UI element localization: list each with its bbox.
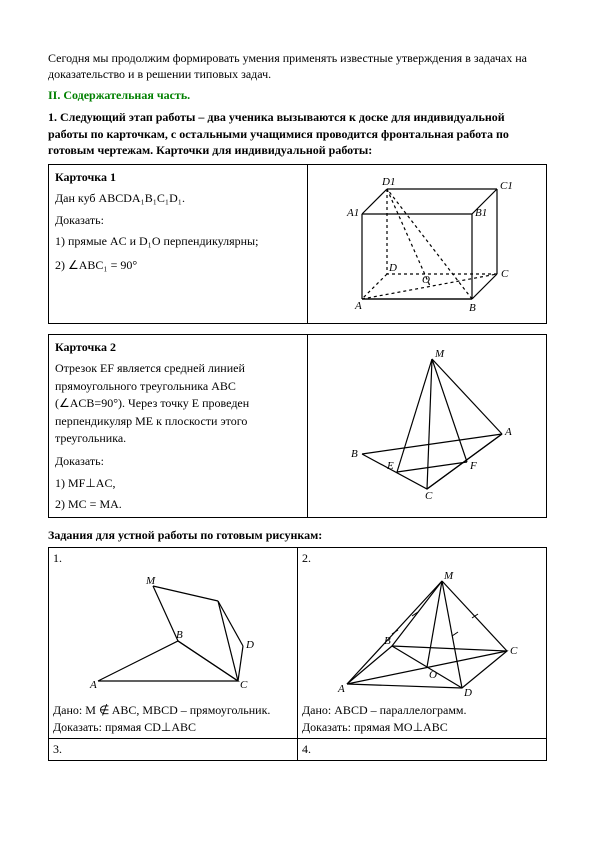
section-heading: II. Содержательная часть. <box>48 88 547 103</box>
label-C1: C1 <box>500 180 513 192</box>
t2-B: B <box>384 635 391 647</box>
card1-text: Карточка 1 Дан куб ABCDA₁B₁C₁D₁. Доказат… <box>49 164 308 323</box>
card2-title: Карточка 2 <box>55 339 301 356</box>
t2-A: A <box>337 683 345 695</box>
t2-O: O <box>429 669 437 681</box>
card-2: Карточка 2 Отрезок EF является средней л… <box>48 334 547 519</box>
t2-D: D <box>463 687 472 699</box>
t1-M: M <box>145 575 156 587</box>
task3-cell: 3. <box>49 739 298 761</box>
task1-prove: Доказать: прямая CD⊥ABC <box>53 720 293 735</box>
t2-C: C <box>510 645 518 657</box>
label-A1: A1 <box>346 207 359 219</box>
label-C: C <box>425 490 433 499</box>
label-D1: D1 <box>381 176 395 188</box>
t1-C: C <box>240 679 248 691</box>
tasks-grid: 1. A <box>48 547 547 761</box>
card1-item2: 2) ∠ABC₁ = 90° <box>55 257 301 274</box>
task1-num: 1. <box>53 551 293 566</box>
card1-given: Дан куб ABCDA₁B₁C₁D₁. <box>55 190 301 207</box>
card2-body: Отрезок EF является средней линией прямо… <box>55 360 301 447</box>
card1-item1: 1) прямые AC и D₁О перпендикулярны; <box>55 233 301 250</box>
intro-text: Сегодня мы продолжим формировать умения … <box>48 50 547 82</box>
label-A: A <box>504 426 512 438</box>
t1-A: A <box>89 679 97 691</box>
task1-cell: 1. A <box>49 548 298 739</box>
label-M: M <box>434 348 445 360</box>
oral-heading: Задания для устной работы по готовым рис… <box>48 528 547 543</box>
card1-prove-label: Доказать: <box>55 212 301 229</box>
card2-item1: 1) MF⊥AC, <box>55 475 301 492</box>
t1-B: B <box>176 629 183 641</box>
label-B: B <box>469 302 476 314</box>
label-A: A <box>354 300 362 312</box>
label-O: О <box>422 274 430 286</box>
task2-prove: Доказать: прямая MO⊥ABC <box>302 720 542 735</box>
label-F: F <box>469 460 477 472</box>
task2-given: Дано: ABCD – параллелограмм. <box>302 703 542 718</box>
step-heading: 1. Следующий этап работы – два ученика в… <box>48 109 547 158</box>
label-B1: B1 <box>475 207 487 219</box>
card2-item2: 2) MC = MA. <box>55 496 301 513</box>
card-1: Карточка 1 Дан куб ABCDA₁B₁C₁D₁. Доказат… <box>48 164 547 324</box>
t1-D: D <box>245 639 254 651</box>
task2-cell: 2. <box>298 548 547 739</box>
card2-text: Карточка 2 Отрезок EF является средней л… <box>49 334 308 518</box>
t2-M: M <box>443 570 454 582</box>
task1-given: Дано: M ∉ ABC, MBCD – прямоугольник. <box>53 703 293 718</box>
task1-figure: A B C D M <box>68 566 278 701</box>
task3-num: 3. <box>53 742 293 757</box>
task2-figure: A B C D M O <box>312 566 532 701</box>
label-B: B <box>351 448 358 460</box>
label-D: D <box>388 262 397 274</box>
label-E: E <box>386 460 394 472</box>
card1-figure: D1 C1 A1 B1 D C A B О <box>307 164 546 323</box>
card2-figure: M A B C E F <box>307 334 546 518</box>
task4-cell: 4. <box>298 739 547 761</box>
card1-title: Карточка 1 <box>55 169 301 186</box>
label-C: C <box>501 268 509 280</box>
task2-num: 2. <box>302 551 542 566</box>
task4-num: 4. <box>302 742 542 757</box>
card2-prove-label: Доказать: <box>55 453 301 470</box>
